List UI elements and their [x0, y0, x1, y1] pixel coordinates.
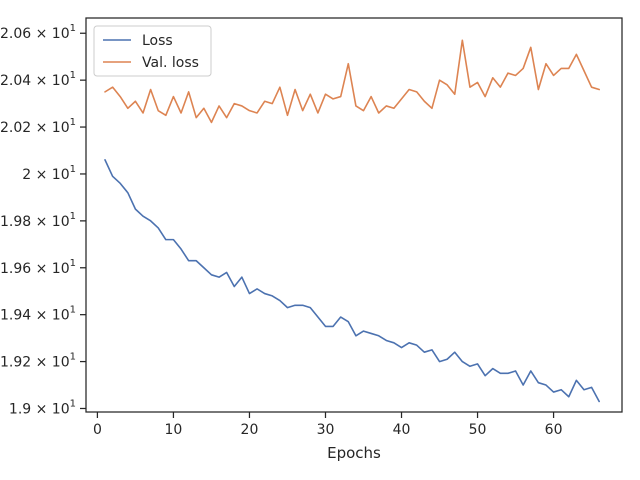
axes-frame [85, 17, 623, 413]
legend: Loss Val. loss [93, 25, 212, 77]
x-tick-label: 10 [165, 422, 183, 438]
x-tick-label: 0 [93, 422, 102, 438]
x-axis: 0 10 20 30 40 50 60 [93, 412, 563, 438]
series-line-val-loss [104, 39, 600, 124]
x-tick-label: 20 [241, 422, 259, 438]
y-tick-label: 1.98 × 101 [0, 211, 76, 230]
x-tick-label: 30 [317, 422, 335, 438]
y-tick-label: 1.96 × 101 [0, 258, 76, 277]
y-tick-label: 2.06 × 101 [0, 23, 76, 42]
y-tick-label: 1.94 × 101 [0, 305, 76, 324]
x-tick-label: 60 [545, 422, 563, 438]
plot-area [85, 17, 623, 413]
y-tick-label: 1.9 × 101 [9, 398, 76, 417]
y-tick-label: 2.02 × 101 [0, 117, 76, 136]
y-axis: 1.9 × 101 1.92 × 101 1.94 × 101 1.96 × 101 1… [0, 23, 86, 417]
legend-label: Loss [142, 33, 173, 49]
y-tick-label: 1.92 × 101 [0, 352, 76, 371]
legend-label: Val. loss [142, 55, 199, 71]
axes-background [86, 18, 622, 412]
series-line-loss [104, 159, 600, 403]
y-tick-label: 2 × 101 [22, 164, 76, 183]
x-tick-label: 50 [469, 422, 487, 438]
y-tick-label: 2.04 × 101 [0, 70, 76, 89]
x-tick-label: 40 [393, 422, 411, 438]
legend-box [93, 25, 212, 77]
series-layer [104, 39, 600, 403]
x-axis-title: Epochs [327, 444, 381, 462]
